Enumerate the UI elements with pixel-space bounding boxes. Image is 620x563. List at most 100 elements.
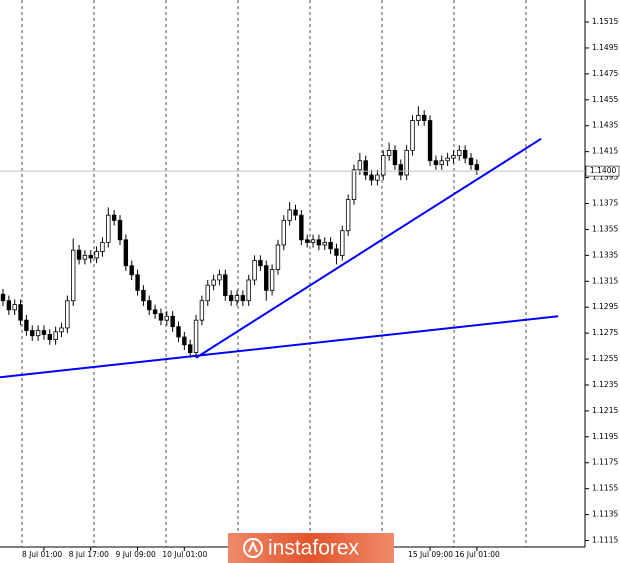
y-tick-label: 1.1395: [592, 173, 618, 182]
candle-body: [223, 274, 228, 296]
candle-body: [398, 164, 403, 176]
candle-body: [258, 260, 263, 267]
y-tick-label: 1.1155: [592, 484, 618, 493]
y-tick-label: 1.1295: [592, 302, 618, 311]
y-tick-label: 1.1335: [592, 250, 618, 259]
candle-body: [59, 327, 64, 333]
candle-body: [304, 239, 310, 243]
y-tick-label: 1.1255: [592, 354, 618, 363]
candle-body: [340, 230, 345, 256]
y-tick-label: 1.1215: [592, 406, 618, 415]
candle-body: [100, 241, 105, 252]
candle-body: [135, 274, 140, 291]
candle-body: [404, 149, 409, 176]
y-tick-label: 1.1115: [592, 536, 618, 545]
candle-body: [211, 279, 216, 286]
y-tick-label: 1.1135: [592, 510, 618, 519]
candle-body: [316, 239, 322, 246]
candle-body: [474, 164, 480, 171]
x-tick-label: 8 Jul 17:00: [69, 550, 109, 559]
y-tick-label: 1.1275: [592, 328, 618, 337]
candle-body: [439, 160, 444, 166]
candle-body: [357, 160, 363, 171]
x-tick-label: 15 Jul 09:00: [408, 550, 453, 559]
candle-body: [6, 300, 12, 311]
y-tick-label: 1.1515: [592, 17, 618, 26]
y-tick-label: 1.1415: [592, 147, 618, 156]
candle-body: [322, 241, 327, 246]
candle-body: [421, 114, 427, 121]
candle-body: [351, 169, 357, 201]
y-tick-label: 1.1195: [592, 432, 618, 441]
candle-body: [416, 114, 421, 121]
candle-body: [375, 174, 380, 181]
candle-body: [82, 254, 88, 260]
candle-body: [35, 330, 41, 337]
x-tick-label: 10 Jul 01:00: [162, 550, 207, 559]
y-tick-label: 1.1355: [592, 224, 618, 233]
candle-body: [41, 330, 47, 335]
y-tick-label: 1.1435: [592, 121, 618, 130]
candle-body: [88, 254, 93, 259]
candle-body: [12, 304, 17, 311]
candle-body: [123, 239, 129, 267]
candle-body: [182, 336, 187, 346]
candle-body: [363, 160, 368, 176]
x-tick-label: 8 Jul 01:00: [22, 550, 62, 559]
candle-body: [451, 155, 456, 159]
logo-text: instaforex: [268, 537, 360, 560]
candle-body: [246, 279, 251, 302]
x-tick-label: 9 Jul 09:00: [116, 550, 156, 559]
y-tick-label: 1.1315: [592, 276, 618, 285]
candle-body: [457, 149, 462, 156]
candle-body: [234, 295, 240, 302]
candle-body: [310, 239, 316, 243]
candle-body: [328, 241, 333, 250]
y-tick-label: 1.1235: [592, 380, 618, 389]
y-tick-label: 1.1455: [592, 95, 618, 104]
candle-body: [433, 160, 439, 166]
candle-body: [264, 265, 269, 291]
logo-icon: [248, 540, 258, 553]
candle-body: [170, 315, 175, 328]
candle-body: [269, 269, 275, 291]
candle-body: [147, 300, 152, 311]
candle-body: [176, 326, 181, 338]
candle-body: [117, 219, 123, 241]
candle-body: [0, 293, 6, 302]
candle-body: [240, 295, 246, 302]
y-tick-label: 1.1175: [592, 458, 618, 467]
candle-body: [293, 209, 298, 216]
candle-body: [53, 331, 58, 341]
candle-body: [345, 199, 351, 232]
candle-body: [187, 344, 193, 353]
candle-body: [217, 274, 222, 281]
candle-body: [275, 244, 281, 271]
candle-body: [152, 309, 158, 315]
candle-body: [76, 249, 82, 260]
trendline: [0, 315, 559, 379]
candle-body: [299, 214, 304, 241]
candle-body: [164, 315, 169, 321]
price-label-box: [585, 165, 620, 177]
trendline: [195, 137, 542, 359]
candle-body: [199, 300, 205, 321]
candle-body: [334, 248, 339, 256]
candle-body: [205, 284, 210, 302]
candle-body: [427, 120, 433, 162]
y-tick-label: 1.1475: [592, 69, 618, 78]
candle-body: [445, 157, 450, 162]
candle-body: [281, 219, 286, 246]
day-separators: [21, 0, 527, 547]
candle-body: [252, 260, 257, 281]
x-tick-label: 16 Jul 01:00: [455, 550, 500, 559]
logo-icon: [243, 538, 263, 558]
candle-body: [381, 155, 386, 176]
candle-body: [193, 319, 199, 353]
price-label: 1.1400: [590, 166, 616, 175]
candle-body: [65, 300, 70, 329]
candle-body: [228, 295, 234, 302]
candle-body: [392, 149, 398, 166]
